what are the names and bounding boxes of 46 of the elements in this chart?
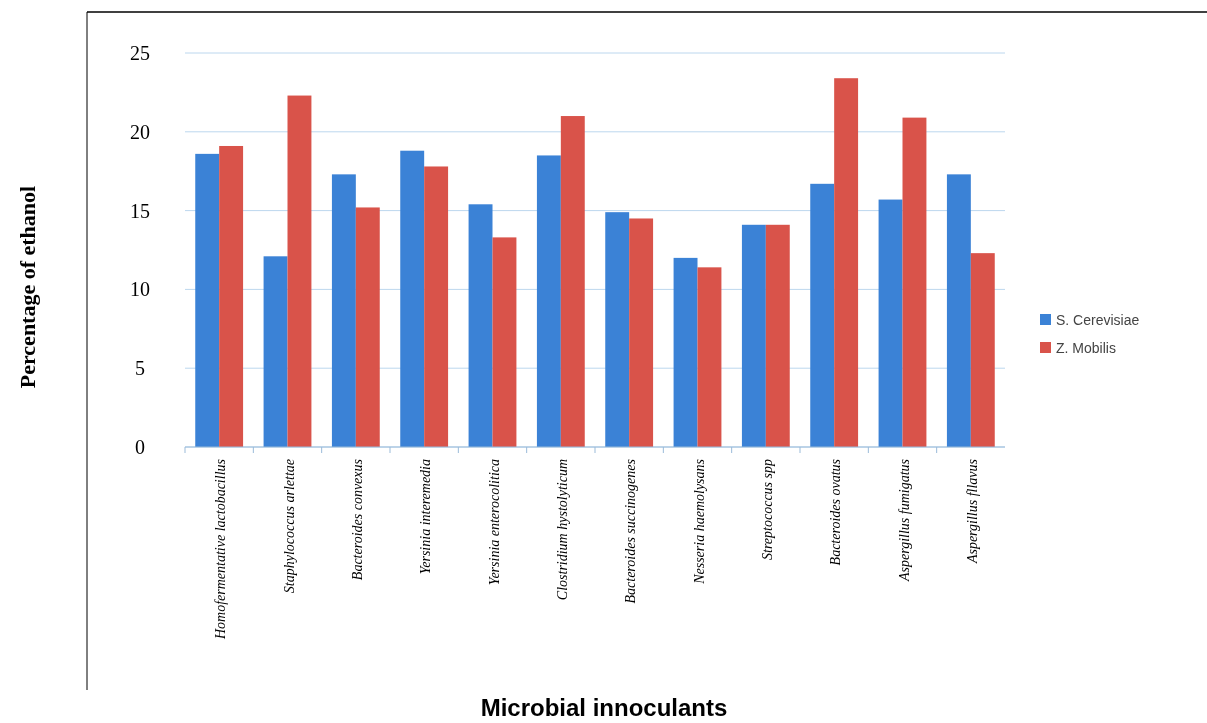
bar bbox=[946, 174, 971, 447]
bar bbox=[331, 174, 356, 447]
bar bbox=[765, 224, 790, 447]
bar bbox=[741, 224, 766, 447]
bar bbox=[287, 95, 312, 447]
bar bbox=[536, 155, 561, 447]
bar bbox=[560, 116, 585, 447]
y-axis-title: Percentage of ethanol bbox=[15, 185, 40, 389]
y-tick-label: 25 bbox=[130, 42, 150, 64]
legend-label: Z. Mobilis bbox=[1056, 339, 1116, 356]
x-tick-label: Staphylococcus arlettae bbox=[281, 459, 297, 594]
x-tick-label: Clostridium hystolyticum bbox=[554, 459, 570, 601]
bar bbox=[492, 237, 517, 447]
x-tick-label: Nesseria haemolysans bbox=[691, 458, 707, 585]
bar bbox=[834, 78, 859, 447]
bar bbox=[468, 204, 493, 447]
x-tick-label: Aspergillus fumigatus bbox=[896, 458, 912, 582]
x-tick-label: Yersinia enterocolitica bbox=[486, 459, 502, 586]
bar bbox=[810, 183, 835, 447]
bar bbox=[424, 166, 449, 447]
y-tick-label: 0 bbox=[135, 436, 145, 458]
bar bbox=[263, 256, 288, 447]
bar bbox=[970, 253, 995, 447]
x-tick-label: Aspergillus fllavus bbox=[964, 458, 980, 565]
x-tick-label: Bacteroides convexus bbox=[349, 458, 365, 581]
y-tick-label: 5 bbox=[135, 357, 145, 380]
x-tick-label: Homofermentative lactobacillus bbox=[213, 458, 229, 641]
bar bbox=[902, 117, 927, 447]
x-tick-label: Streptococcus spp bbox=[759, 459, 775, 560]
y-tick-label: 10 bbox=[130, 278, 150, 301]
bar bbox=[629, 218, 654, 447]
bar bbox=[878, 199, 903, 447]
x-axis-title: Microbial innoculants bbox=[480, 694, 728, 721]
legend-label: S. Cerevisiae bbox=[1056, 311, 1140, 328]
bar bbox=[195, 153, 220, 447]
x-tick-label: Bacteroides succinogenes bbox=[623, 458, 639, 604]
x-tick-label: Yersinia interemedia bbox=[418, 459, 434, 575]
bar bbox=[697, 267, 722, 447]
bar bbox=[219, 145, 244, 447]
y-tick-label: 15 bbox=[130, 199, 150, 222]
y-tick-label: 20 bbox=[130, 120, 150, 143]
bar bbox=[355, 207, 380, 447]
bar bbox=[673, 257, 698, 447]
bar bbox=[605, 212, 630, 447]
bar bbox=[400, 150, 425, 447]
x-tick-label: Bacteroides ovatus bbox=[828, 458, 844, 566]
